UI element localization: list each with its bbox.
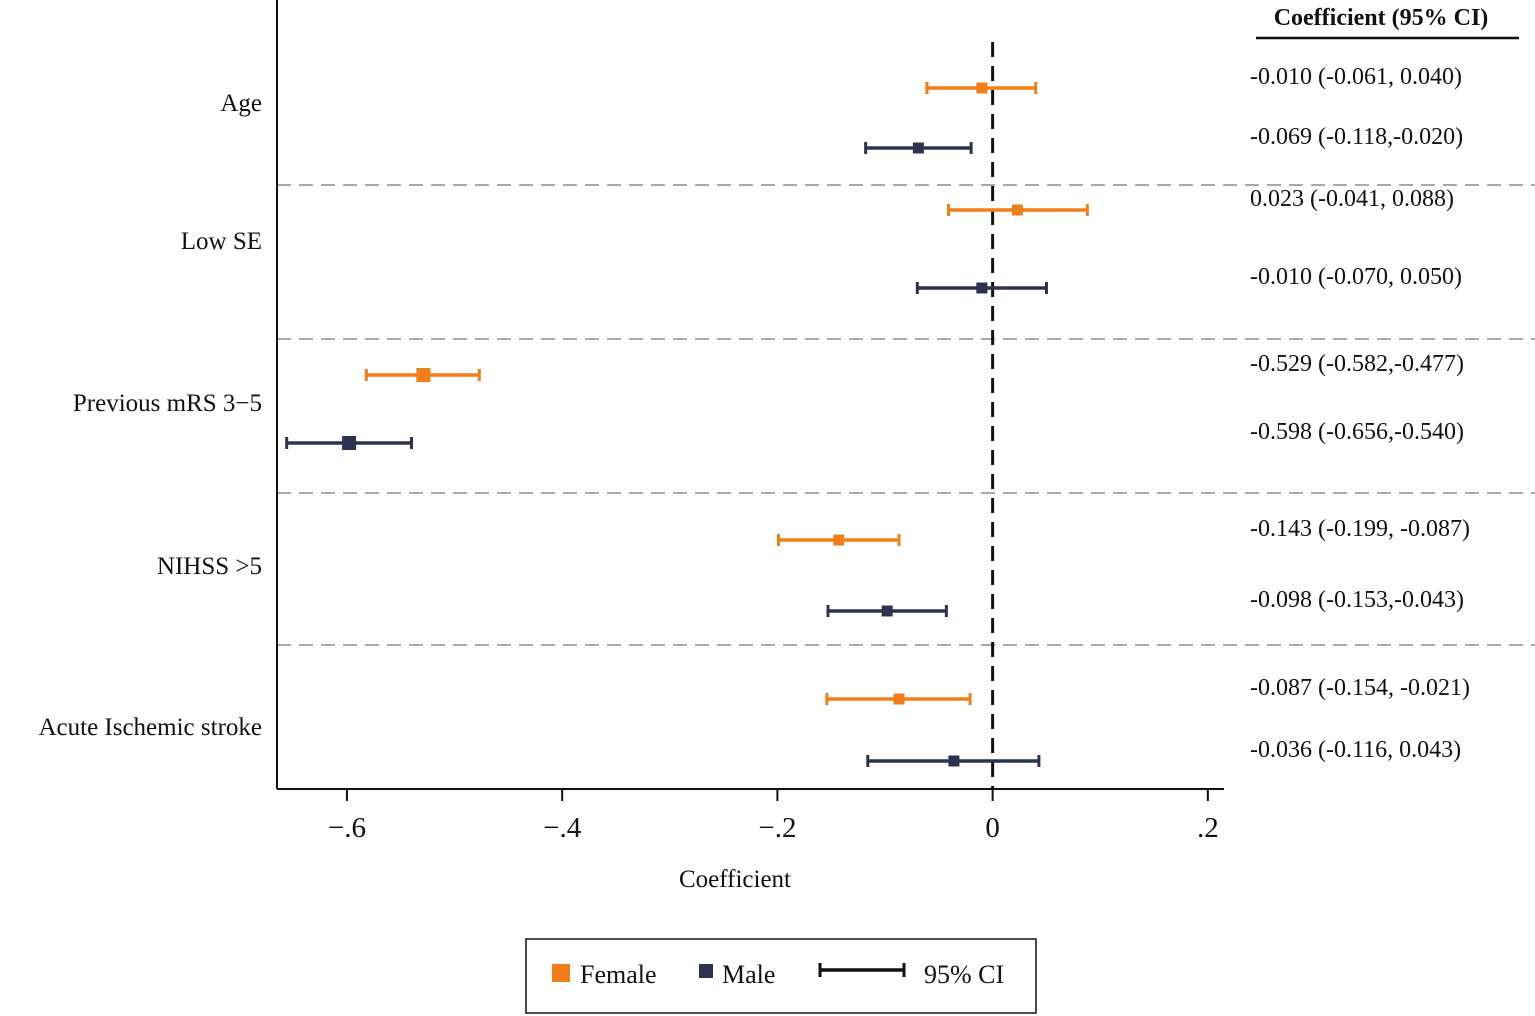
x-axis-title: Coefficient <box>679 866 791 893</box>
group-label: Low SE <box>181 228 262 255</box>
group-label: Previous mRS 3−5 <box>73 390 262 417</box>
group-label: Age <box>220 90 262 117</box>
legend-label-female: Female <box>580 960 657 989</box>
x-tick-label: .2 <box>1197 812 1219 844</box>
y-labels: Age Low SE Previous mRS 3−5 NIHSS >5 Acute I… <box>38 90 262 741</box>
ci-value: -0.529 (-0.582,-0.477) <box>1250 351 1464 377</box>
point-estimate <box>881 605 893 617</box>
ci-value: -0.087 (-0.154, -0.021) <box>1250 675 1470 701</box>
group-separators <box>277 184 1535 646</box>
legend-label-ci: 95% CI <box>924 960 1004 989</box>
ci-value: -0.098 (-0.153,-0.043) <box>1250 587 1464 613</box>
ci-value: -0.069 (-0.118,-0.020) <box>1250 124 1463 150</box>
point-estimate <box>342 436 357 450</box>
point-estimate <box>976 82 988 94</box>
point-estimate <box>833 534 845 546</box>
point-estimate <box>948 755 960 767</box>
legend-label-male: Male <box>722 960 775 989</box>
x-tick-label: −.6 <box>328 812 366 844</box>
axes: −.6 −.4 −.2 0 .2 Coefficient <box>276 0 1224 893</box>
ci-value: -0.143 (-0.199, -0.087) <box>1250 516 1470 542</box>
x-tick-label: 0 <box>985 812 1000 844</box>
ci-value: -0.598 (-0.656,-0.540) <box>1250 419 1464 445</box>
x-tick-label: −.2 <box>758 812 796 844</box>
ci-table: Coefficient (95% CI) -0.010 (-0.061, 0.04… <box>1250 5 1519 763</box>
estimates <box>285 82 1089 767</box>
ci-value: -0.010 (-0.061, 0.040) <box>1250 64 1462 90</box>
point-estimate <box>912 142 924 154</box>
legend-swatch-female <box>552 964 570 982</box>
ci-value: 0.023 (-0.041, 0.088) <box>1250 186 1454 212</box>
legend: Female Male 95% CI <box>525 938 1037 1014</box>
point-estimate <box>893 693 905 705</box>
ci-value: -0.010 (-0.070, 0.050) <box>1250 264 1462 290</box>
legend-box <box>525 938 1037 1014</box>
table-header: Coefficient (95% CI) <box>1274 5 1489 31</box>
x-tick-label: −.4 <box>543 812 582 844</box>
point-estimate <box>1011 204 1023 216</box>
legend-swatch-male <box>699 964 713 978</box>
group-label: Acute Ischemic stroke <box>38 714 262 741</box>
ci-value: -0.036 (-0.116, 0.043) <box>1250 737 1461 763</box>
point-estimate <box>416 368 431 382</box>
point-estimate <box>976 282 988 294</box>
group-label: NIHSS >5 <box>157 553 262 580</box>
